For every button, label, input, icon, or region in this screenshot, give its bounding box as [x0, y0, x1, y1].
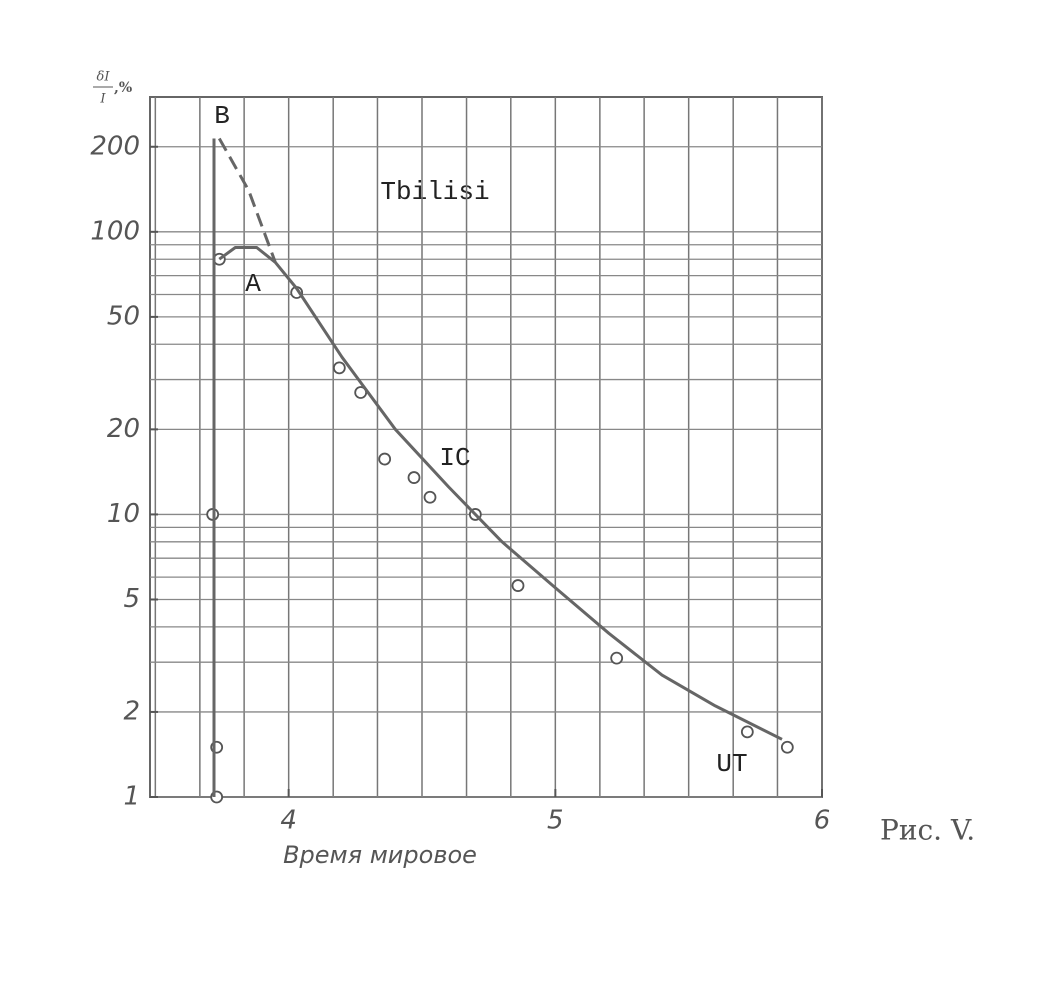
dashed-curve [217, 137, 277, 263]
x-axis-label: Время мировое [283, 841, 477, 869]
data-point [332, 361, 346, 375]
data-point [378, 452, 392, 466]
y-tick-label: 1 [123, 782, 140, 812]
data-point [511, 579, 525, 592]
annotation: UT [716, 749, 747, 779]
y-tick-label: 20 [107, 414, 140, 444]
data-point [780, 740, 794, 754]
data-point [354, 386, 368, 399]
annotation: IC [439, 443, 470, 473]
y-tick-label: 2 [123, 696, 140, 726]
y-tick-label: 50 [107, 301, 140, 331]
x-tick-label: 6 [814, 806, 831, 836]
y-tick-label: 200 [90, 131, 140, 161]
y-label-denominator: I [99, 92, 106, 107]
data-point [423, 490, 437, 504]
curve [218, 246, 783, 741]
annotation: B [214, 101, 230, 131]
data-point [407, 471, 421, 484]
x-tick-label: 5 [547, 806, 564, 836]
data-point [740, 725, 754, 739]
caption: Рис. V. [880, 814, 975, 847]
data-point [610, 651, 624, 665]
x-tick-label: 4 [280, 806, 297, 836]
y-label-unit: ,% [114, 80, 132, 96]
annotation: A [245, 269, 261, 299]
chart-title: Tbilisi [380, 177, 489, 207]
y-label-numerator: δI [97, 70, 111, 85]
y-tick-label: 5 [123, 584, 140, 614]
y-tick-label: 100 [90, 216, 140, 246]
y-tick-label: 10 [107, 499, 140, 529]
